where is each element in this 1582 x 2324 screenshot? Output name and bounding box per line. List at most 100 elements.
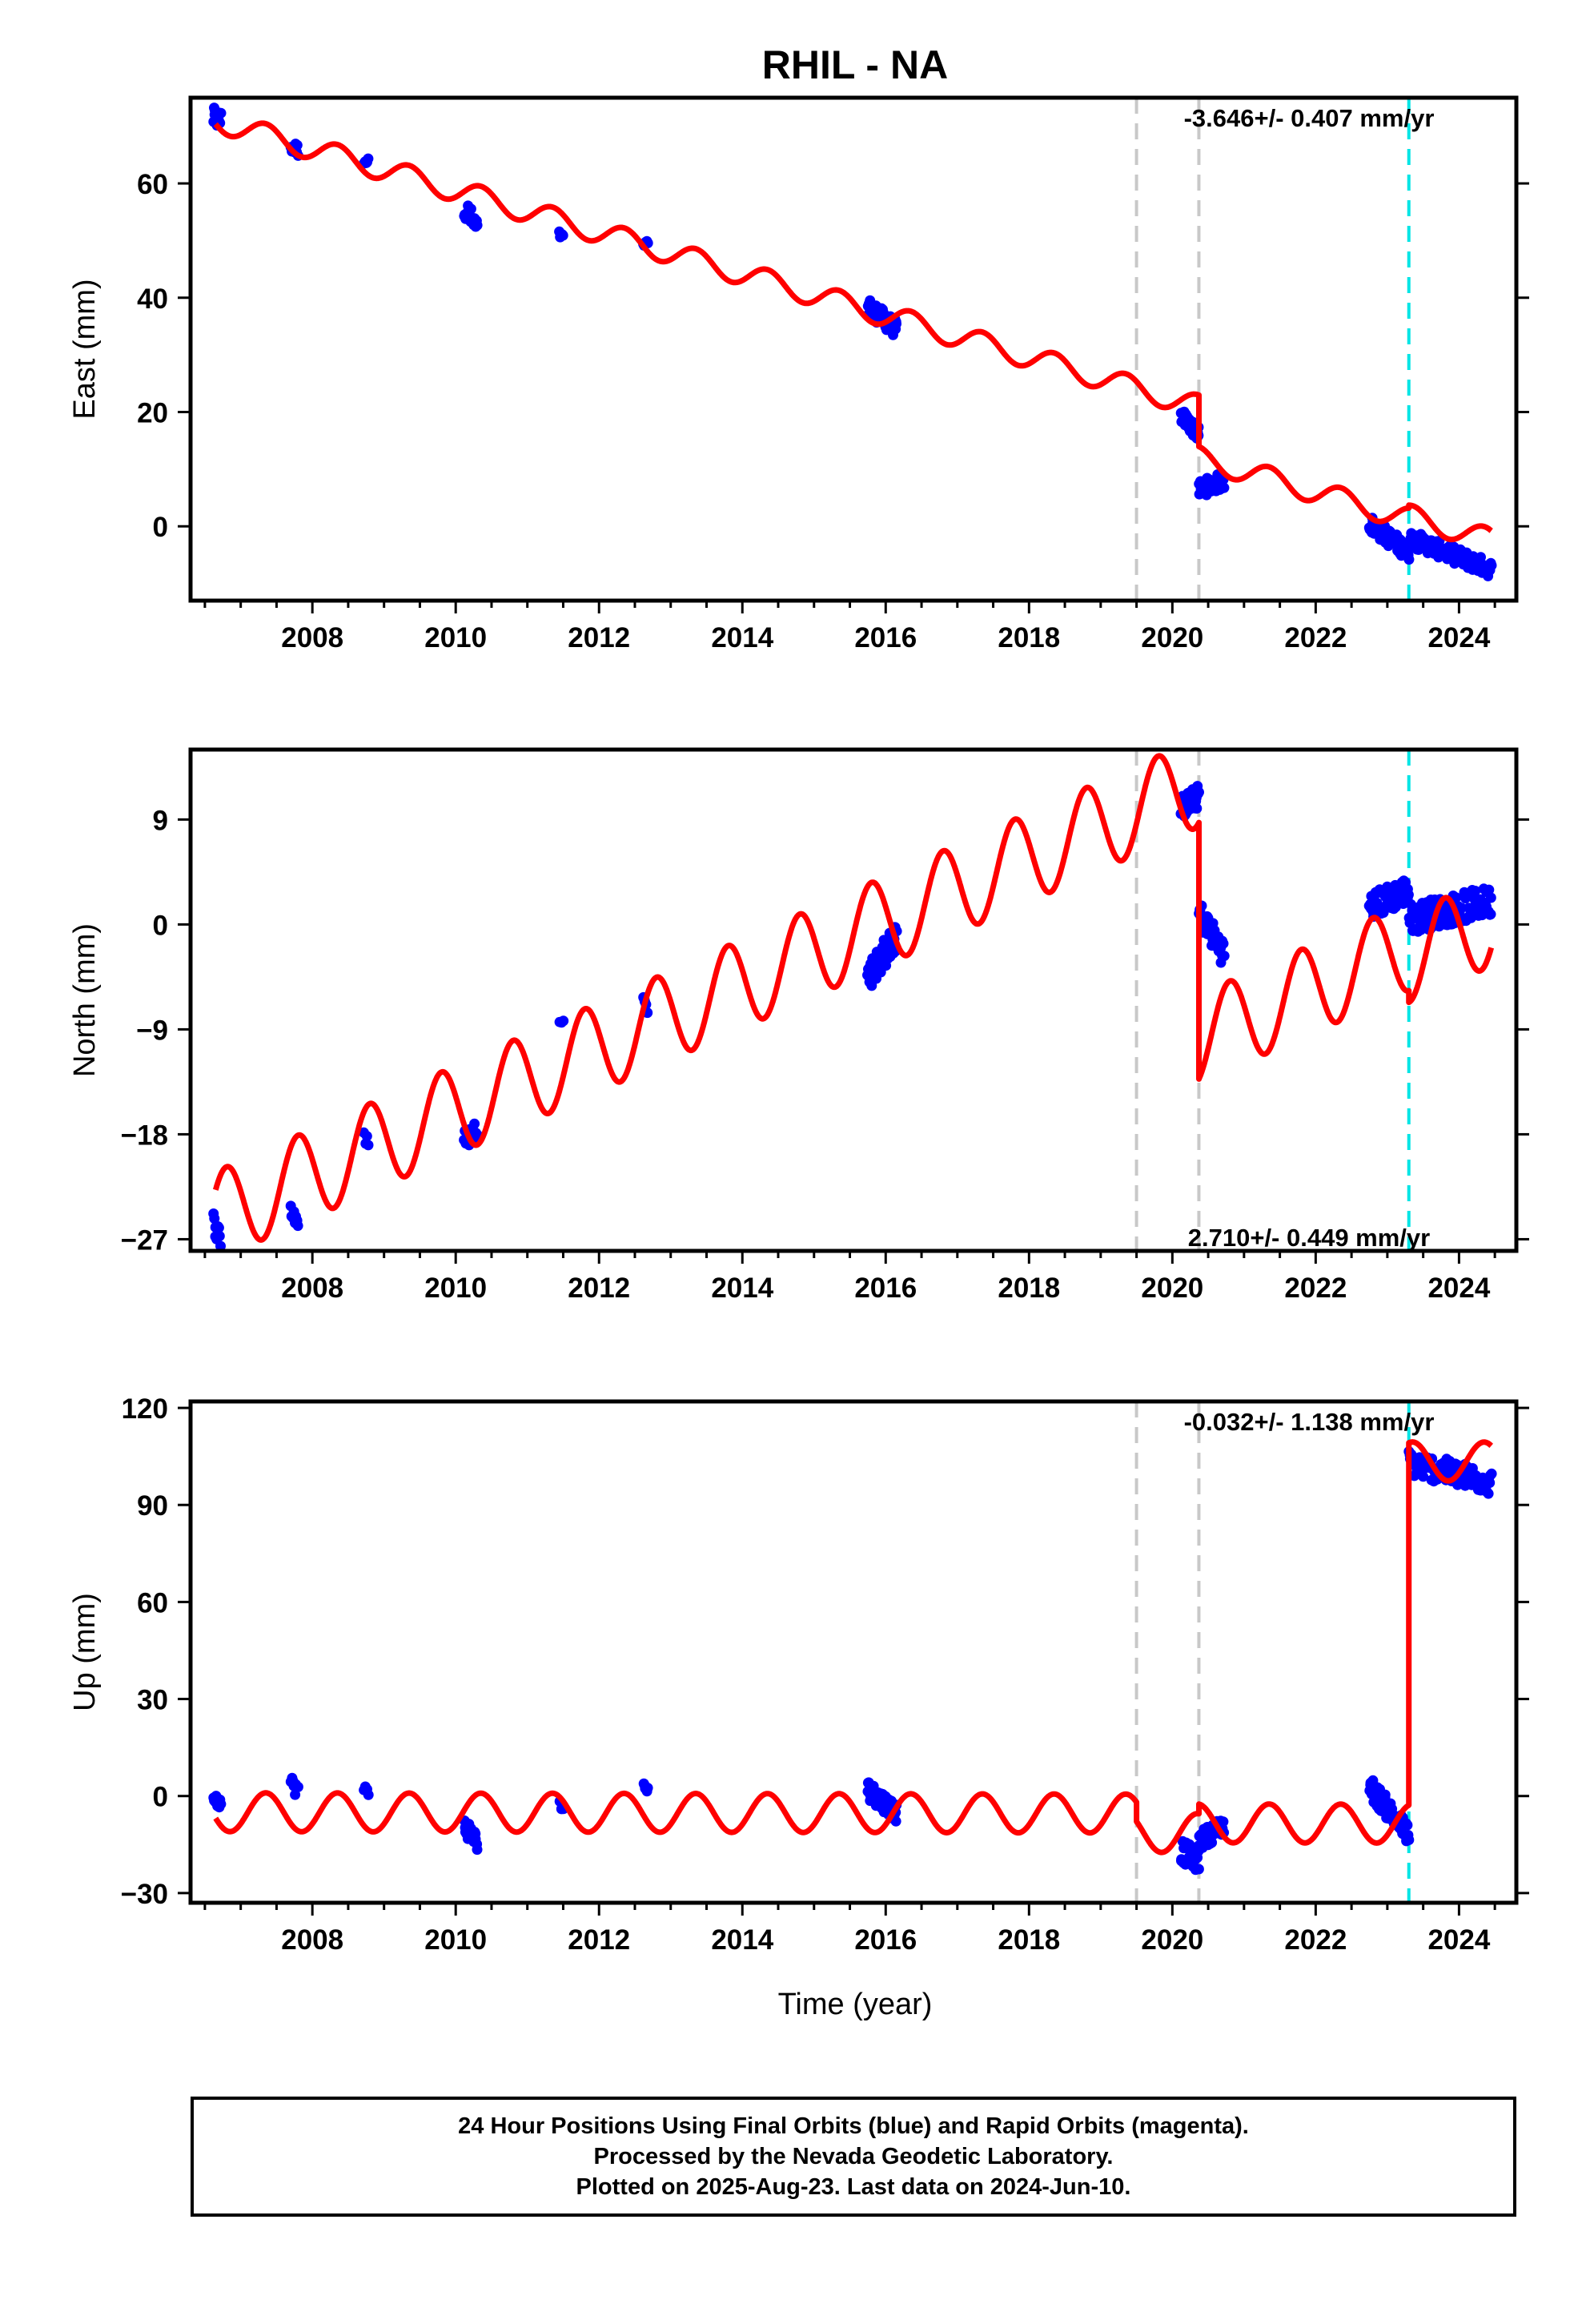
data-point bbox=[1219, 951, 1230, 962]
rate-label: -3.646+/- 0.407 mm/yr bbox=[1184, 104, 1435, 132]
x-tick-label: 2020 bbox=[1141, 1924, 1203, 1956]
data-point bbox=[1484, 1478, 1496, 1488]
y-axis-label: Up (mm) bbox=[68, 1593, 102, 1711]
y-tick-label: 0 bbox=[153, 512, 168, 543]
data-point bbox=[363, 1789, 374, 1800]
x-tick-label: 2018 bbox=[998, 622, 1060, 653]
data-point bbox=[1456, 903, 1468, 914]
data-point bbox=[557, 230, 568, 241]
data-point bbox=[472, 219, 483, 231]
data-point bbox=[215, 107, 227, 119]
x-tick-label: 2012 bbox=[568, 1924, 630, 1956]
x-tick-label: 2022 bbox=[1284, 1924, 1347, 1956]
x-tick-label: 2012 bbox=[568, 1273, 630, 1304]
x-tick-label: 2012 bbox=[568, 622, 630, 653]
x-tick-label: 2016 bbox=[854, 1273, 917, 1304]
y-tick-label: −9 bbox=[136, 1015, 168, 1046]
data-point bbox=[1379, 1789, 1391, 1800]
data-point bbox=[472, 1844, 483, 1856]
x-tick-label: 2018 bbox=[998, 1924, 1060, 1956]
data-point bbox=[890, 1815, 901, 1827]
x-tick-label: 2024 bbox=[1427, 622, 1490, 653]
data-point bbox=[1403, 889, 1414, 900]
x-tick-label: 2018 bbox=[998, 1273, 1060, 1304]
x-tick-label: 2010 bbox=[424, 622, 487, 653]
y-tick-label: 0 bbox=[153, 1782, 168, 1813]
y-tick-label: 30 bbox=[137, 1685, 168, 1716]
data-point bbox=[558, 1015, 569, 1027]
x-tick-label: 2010 bbox=[424, 1924, 487, 1956]
x-tick-label: 2024 bbox=[1427, 1273, 1490, 1304]
y-axis-label: East (mm) bbox=[68, 279, 102, 419]
data-point bbox=[465, 203, 476, 215]
data-point bbox=[469, 1118, 480, 1129]
x-tick-label: 2010 bbox=[424, 1273, 487, 1304]
x-tick-label: 2008 bbox=[281, 1924, 343, 1956]
y-tick-label: 90 bbox=[137, 1490, 168, 1522]
data-point bbox=[1484, 884, 1495, 895]
y-tick-label: −30 bbox=[121, 1879, 168, 1910]
data-point bbox=[213, 1222, 224, 1233]
x-tick-label: 2014 bbox=[711, 622, 773, 653]
x-tick-label: 2014 bbox=[711, 1273, 773, 1304]
y-tick-label: 9 bbox=[153, 805, 168, 836]
rate-label: 2.710+/- 0.449 mm/yr bbox=[1188, 1224, 1430, 1252]
data-points bbox=[208, 781, 1496, 1251]
data-point bbox=[1483, 1488, 1494, 1499]
x-tick-label: 2008 bbox=[281, 1273, 343, 1304]
data-point bbox=[209, 1213, 220, 1224]
data-point bbox=[214, 1231, 225, 1241]
data-point bbox=[215, 1799, 227, 1810]
model-curve bbox=[213, 1439, 1494, 1856]
data-point bbox=[1486, 560, 1497, 571]
data-point bbox=[1194, 786, 1204, 798]
data-point bbox=[1470, 886, 1481, 896]
model-curve bbox=[212, 753, 1495, 1243]
x-tick-label: 2024 bbox=[1427, 1924, 1490, 1956]
data-point bbox=[1476, 552, 1486, 563]
x-tick-label: 2022 bbox=[1284, 622, 1347, 653]
data-points bbox=[208, 1446, 1497, 1876]
data-point bbox=[1486, 1468, 1497, 1479]
figure-title: RHIL - NA bbox=[762, 42, 948, 87]
x-tick-label: 2008 bbox=[281, 622, 343, 653]
x-tick-label: 2016 bbox=[854, 1924, 917, 1956]
data-point bbox=[1193, 1864, 1204, 1875]
y-tick-label: 120 bbox=[122, 1393, 168, 1425]
y-tick-label: −27 bbox=[121, 1224, 168, 1256]
data-point bbox=[363, 153, 374, 164]
panel-3: 2008 2010 2012 2014 2016 2018 2020 2022 2024 −30 0… bbox=[68, 1393, 1529, 1956]
plot-frame bbox=[188, 95, 1519, 603]
y-tick-label: 60 bbox=[137, 1587, 168, 1618]
y-tick-label: 20 bbox=[137, 398, 168, 429]
footer-line-1: 24 Hour Positions Using Final Orbits (bl… bbox=[458, 2113, 1249, 2139]
data-point bbox=[363, 1140, 374, 1151]
data-point bbox=[1485, 892, 1496, 903]
rate-label: -0.032+/- 1.138 mm/yr bbox=[1184, 1408, 1435, 1436]
plot-frame bbox=[188, 747, 1519, 1253]
data-point bbox=[291, 139, 303, 151]
panel-2: 2008 2010 2012 2014 2016 2018 2020 2022 2024 −27 −… bbox=[68, 747, 1529, 1304]
data-point bbox=[1451, 892, 1462, 903]
data-point bbox=[891, 318, 901, 329]
data-point bbox=[1402, 1819, 1413, 1831]
model-curve bbox=[213, 120, 1494, 543]
footer-box: 24 Hour Positions Using Final Orbits (bl… bbox=[191, 2097, 1516, 2217]
x-tick-label: 2016 bbox=[854, 622, 917, 653]
data-point bbox=[1403, 1835, 1415, 1845]
data-point bbox=[1403, 554, 1415, 565]
y-axis-label: North (mm) bbox=[68, 923, 102, 1077]
x-tick-label: 2014 bbox=[711, 1924, 773, 1956]
data-point bbox=[215, 1240, 226, 1251]
x-tick-label: 2020 bbox=[1141, 622, 1203, 653]
data-point bbox=[292, 1781, 303, 1792]
data-point bbox=[1218, 1816, 1229, 1827]
data-point bbox=[1418, 1471, 1429, 1482]
panel-1: 2008 2010 2012 2014 2016 2018 2020 2022 2024 0 20 4… bbox=[68, 95, 1529, 653]
x-tick-label: 2022 bbox=[1284, 1273, 1347, 1304]
x-tick-label: 2020 bbox=[1141, 1273, 1203, 1304]
y-tick-label: 0 bbox=[153, 910, 168, 941]
data-point bbox=[1485, 909, 1496, 920]
footer-line-3: Plotted on 2025-Aug-23. Last data on 202… bbox=[576, 2174, 1131, 2200]
